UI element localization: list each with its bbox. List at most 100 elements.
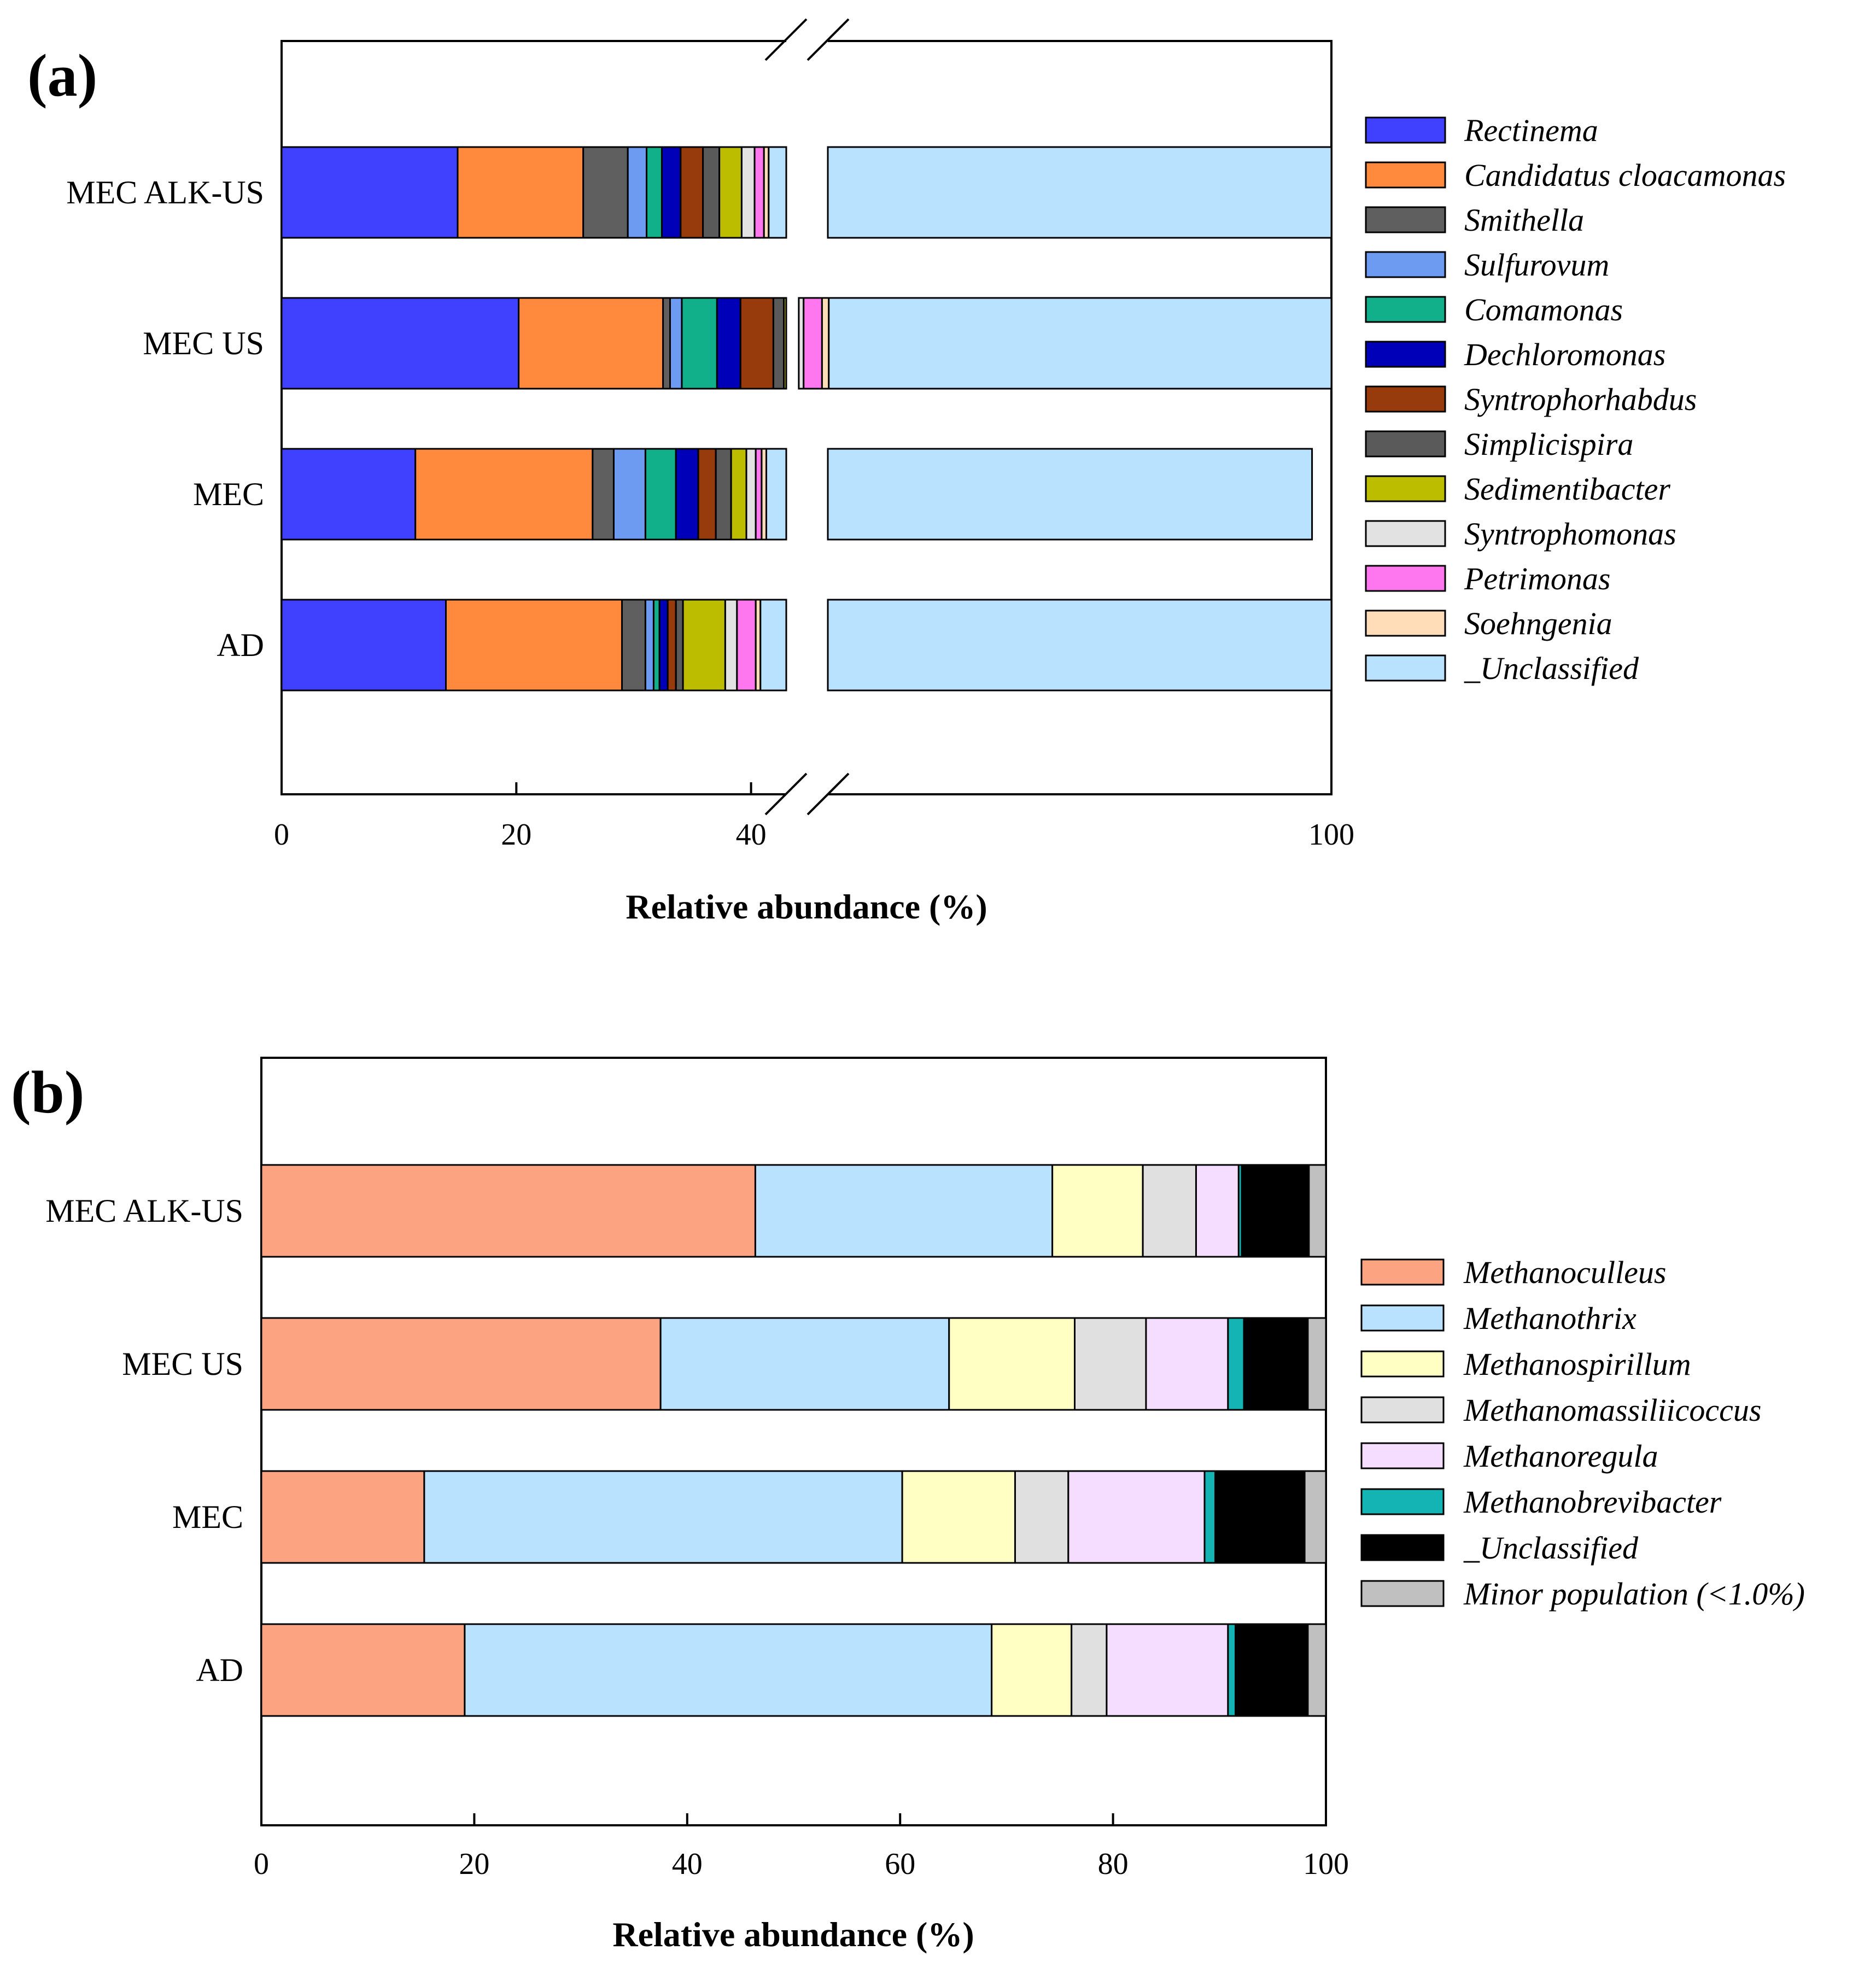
bar-segment-ad-sedimentibacter bbox=[682, 599, 726, 692]
bar-segment-mec-us-methanothrix bbox=[659, 1317, 950, 1411]
legend-swatch-smithella bbox=[1365, 206, 1446, 233]
bar-segment-mec-alk-us-unclassified-after-break bbox=[827, 146, 1333, 239]
bar-segment-mec-alk-us-smithella bbox=[582, 146, 629, 239]
legend-swatch-methanoregula bbox=[1360, 1442, 1445, 1469]
legend-label-methanobrevibacter: Methanobrevibacter bbox=[1463, 1484, 1722, 1520]
legend-swatch-petrimonas bbox=[1365, 565, 1446, 592]
legend-label-methanoculleus: Methanoculleus bbox=[1463, 1255, 1666, 1290]
panel-a-label: (a) bbox=[27, 42, 97, 109]
legend-swatch-unclassified bbox=[1360, 1534, 1445, 1561]
bar-segment-ad-rectinema bbox=[280, 599, 447, 692]
legend-swatch-dechloromonas bbox=[1365, 341, 1446, 368]
legend-label-syntrophorhabdus: Syntrophorhabdus bbox=[1464, 382, 1697, 417]
bar-segment-mec-unclassified bbox=[1214, 1470, 1306, 1564]
bar-segment-ad-candidatus-cloacamonas bbox=[445, 599, 623, 692]
bar-segment-mec-alk-us-petrimonas bbox=[753, 146, 765, 239]
panel-b-frame bbox=[260, 1057, 1327, 1826]
bar-segment-ad-unclassified bbox=[1235, 1623, 1309, 1717]
bar-segment-ad-petrimonas bbox=[736, 599, 757, 692]
legend-swatch-candidatus-cloacamonas bbox=[1365, 161, 1446, 189]
legend-label-comamonas: Comamonas bbox=[1464, 292, 1623, 327]
legend-label-syntrophomonas: Syntrophomonas bbox=[1464, 516, 1676, 552]
bar-segment-mec-alk-us-methanoculleus bbox=[260, 1164, 756, 1258]
bar-segment-ad-simplicispira bbox=[675, 599, 684, 692]
x-tick-label-100: 100 bbox=[1303, 1847, 1349, 1881]
legend-label-minor-population-1-0: Minor population (<1.0%) bbox=[1463, 1576, 1805, 1612]
panel-b-bars bbox=[260, 1164, 1327, 1717]
bar-segment-mec-alk-us-sulfurovum bbox=[627, 146, 648, 239]
bar-segment-mec-alk-us-rectinema bbox=[280, 146, 459, 239]
bar-segment-mec-us-methanomassiliicoccus bbox=[1074, 1317, 1147, 1411]
panel-a-legend: Rectinema Candidatus cloacamonas Smithella… bbox=[1365, 113, 1786, 686]
bar-segment-mec-methanobrevibacter bbox=[1203, 1470, 1217, 1564]
x-tick-label-60: 60 bbox=[885, 1847, 915, 1881]
category-label-mec: MEC bbox=[172, 1499, 243, 1535]
legend-label-methanospirillum: Methanospirillum bbox=[1463, 1346, 1691, 1382]
legend-label-petrimonas: Petrimonas bbox=[1464, 561, 1610, 596]
panel-a-break-mark-top-left bbox=[764, 18, 808, 61]
bar-segment-mec-us-candidatus-cloacamonas bbox=[518, 297, 664, 390]
panel-a-x-ticks: 0 20 40 100 bbox=[274, 782, 1354, 852]
bar-segment-mec-alk-us-methanothrix bbox=[754, 1164, 1054, 1258]
bar-segment-mec-sulfurovum bbox=[612, 448, 646, 541]
legend-label-sedimentibacter: Sedimentibacter bbox=[1464, 471, 1670, 507]
bar-segment-mec-comamonas bbox=[644, 448, 677, 541]
legend-swatch-methanoculleus bbox=[1360, 1258, 1445, 1286]
bar-segment-ad-methanospirillum bbox=[991, 1623, 1073, 1717]
bar-segment-mec-methanomassiliicoccus bbox=[1014, 1470, 1070, 1564]
bar-segment-ad-methanomassiliicoccus bbox=[1071, 1623, 1108, 1717]
legend-swatch-unclassified bbox=[1365, 654, 1446, 682]
bar-segment-ad-methanothrix bbox=[464, 1623, 993, 1717]
category-label-mec-alk-us: MEC ALK-US bbox=[66, 174, 264, 210]
bar-segment-mec-unclassified bbox=[765, 448, 787, 541]
x-tick-label-0: 0 bbox=[254, 1847, 269, 1881]
bar-segment-mec-us-unclassified bbox=[1243, 1317, 1309, 1411]
bar-segment-mec-us-comamonas bbox=[681, 297, 718, 390]
bar-segment-mec-rectinema bbox=[280, 448, 417, 541]
bar-segment-mec-simplicispira bbox=[715, 448, 732, 541]
panel-a-break-mark-top-right bbox=[806, 18, 850, 61]
bar-segment-mec-minor-population-1-0 bbox=[1304, 1470, 1327, 1564]
category-label-mec-us: MEC US bbox=[122, 1346, 243, 1382]
bar-segment-mec-alk-us-methanospirillum bbox=[1051, 1164, 1144, 1258]
legend-swatch-syntrophorhabdus bbox=[1365, 385, 1446, 413]
legend-label-methanoregula: Methanoregula bbox=[1463, 1438, 1658, 1474]
legend-swatch-syntrophomonas bbox=[1365, 520, 1446, 547]
category-label-ad: AD bbox=[217, 627, 264, 663]
bar-segment-mec-methanothrix bbox=[423, 1470, 903, 1564]
bar-segment-mec-alk-us-syntrophorhabdus bbox=[680, 146, 704, 239]
panel-b-label: (b) bbox=[11, 1059, 84, 1126]
x-tick-label-80: 80 bbox=[1098, 1847, 1129, 1881]
bar-segment-ad-unclassified-after-break bbox=[827, 599, 1333, 692]
legend-label-rectinema: Rectinema bbox=[1464, 113, 1598, 148]
legend-swatch-methanobrevibacter bbox=[1360, 1488, 1445, 1515]
category-label-mec-us: MEC US bbox=[143, 325, 264, 361]
x-tick-label-0: 0 bbox=[274, 818, 289, 852]
bar-segment-mec-us-methanoculleus bbox=[260, 1317, 662, 1411]
bar-segment-ad-smithella bbox=[621, 599, 646, 692]
bar-segment-mec-us-dechloromonas bbox=[716, 297, 741, 390]
bar-segment-mec-us-sulfurovum bbox=[669, 297, 683, 390]
bar-segment-mec-methanospirillum bbox=[901, 1470, 1016, 1564]
bar-segment-mec-alk-us-unclassified bbox=[1241, 1164, 1310, 1258]
legend-swatch-simplicispira bbox=[1365, 430, 1446, 458]
bar-segment-mec-unclassified-after-break bbox=[827, 448, 1313, 541]
bar-segment-ad-syntrophorhabdus bbox=[667, 599, 677, 692]
bar-segment-mec-alk-us-syntrophomonas bbox=[740, 146, 756, 239]
bar-segment-mec-alk-us-dechloromonas bbox=[661, 146, 682, 239]
panel-b-category-labels: MEC ALK-US MEC US MEC AD bbox=[45, 1193, 243, 1688]
panel-a-break-mark-bottom-left bbox=[764, 772, 808, 816]
bar-segment-mec-us-minor-population-1-0 bbox=[1307, 1317, 1327, 1411]
legend-label-methanomassiliicoccus: Methanomassiliicoccus bbox=[1463, 1392, 1761, 1428]
bar-segment-mec-sedimentibacter bbox=[730, 448, 747, 541]
bar-segment-mec-us-smithella bbox=[662, 297, 671, 390]
bar-segment-mec-dechloromonas bbox=[675, 448, 699, 541]
panel-b-legend: Methanoculleus Methanothrix Methanospirill… bbox=[1360, 1255, 1805, 1612]
category-label-mec: MEC bbox=[193, 476, 264, 512]
legend-label-candidatus-cloacamonas: Candidatus cloacamonas bbox=[1464, 157, 1786, 193]
x-tick-label-40: 40 bbox=[672, 1847, 703, 1881]
legend-label-unclassified: _Unclassified bbox=[1464, 651, 1639, 686]
category-label-ad: AD bbox=[196, 1652, 243, 1688]
bar-segment-mec-alk-us-candidatus-cloacamonas bbox=[457, 146, 585, 239]
legend-swatch-methanomassiliicoccus bbox=[1360, 1396, 1445, 1424]
